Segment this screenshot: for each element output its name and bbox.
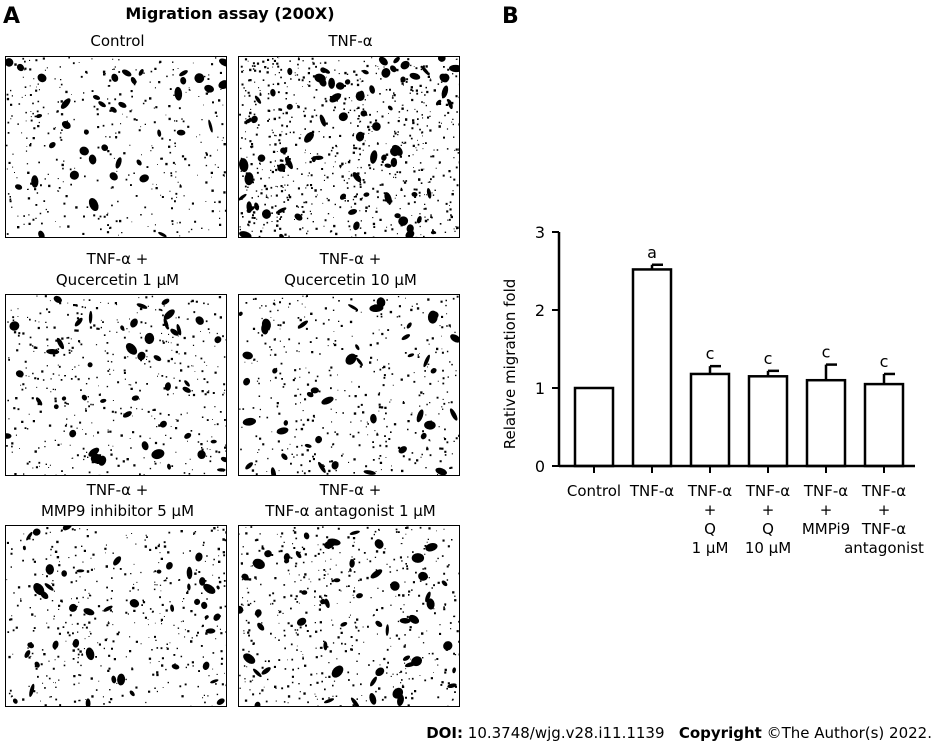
y-tick-label: 2 xyxy=(535,301,545,320)
micrograph-image xyxy=(5,294,227,476)
x-tick-label: TNF-α xyxy=(861,482,906,500)
micrograph-caption: TNF-α xyxy=(238,31,463,52)
panel-a-letter: A xyxy=(3,4,21,29)
bar xyxy=(573,386,615,468)
y-axis-label: Relative migration fold xyxy=(501,279,519,450)
micrograph-image xyxy=(238,294,460,476)
bar xyxy=(747,375,789,468)
micrograph-image xyxy=(238,525,460,707)
caption-line: Control xyxy=(90,32,145,50)
caption-line: MMP9 inhibitor 5 μM xyxy=(40,502,195,520)
caption-line: TNF-α xyxy=(328,32,373,50)
copyright-label: Copyright xyxy=(678,724,762,742)
x-tick-label: + xyxy=(704,501,717,519)
micrograph-caption: TNF-α + Qucercetin 1 μM xyxy=(5,249,230,291)
x-tick-label: Q xyxy=(704,520,716,538)
x-tick-label: + xyxy=(820,501,833,519)
copyright-value: ©The Author(s) 2022. xyxy=(766,724,932,742)
micrograph-caption: Control xyxy=(5,31,230,52)
bar xyxy=(631,268,673,468)
caption-line: TNF-α + xyxy=(319,481,382,499)
significance-label: c xyxy=(822,343,831,362)
x-tick-label: + xyxy=(878,501,891,519)
caption-line: TNF-α antagonist 1 μM xyxy=(265,502,436,520)
significance-label: a xyxy=(647,243,657,262)
caption-line: TNF-α + xyxy=(86,250,149,268)
x-tick-label: 1 μM xyxy=(692,539,729,557)
panel-b-letter: B xyxy=(502,4,519,29)
x-tick-label: antagonist xyxy=(844,539,924,557)
x-tick-label: 10 μM xyxy=(745,539,791,557)
footer: DOI: 10.3748/wjg.v28.i11.1139 Copyright … xyxy=(426,724,932,742)
significance-label: c xyxy=(764,349,773,368)
y-tick-label: 1 xyxy=(535,379,545,398)
x-tick-label: TNF-α xyxy=(861,520,906,538)
micrograph-image xyxy=(5,56,227,238)
micrograph-image xyxy=(5,525,227,707)
bar xyxy=(689,372,731,468)
y-tick-label: 3 xyxy=(535,223,545,242)
migration-bar-chart: 0 1 2 3 Relative migration fold Control a TNF-α… xyxy=(501,223,924,557)
micrograph-caption: TNF-α + Qucercetin 10 μM xyxy=(238,249,463,291)
x-tick-label: MMPi9 xyxy=(802,520,850,538)
y-tick-label: 0 xyxy=(535,457,545,476)
caption-line: TNF-α + xyxy=(319,250,382,268)
x-tick-label: TNF-α xyxy=(687,482,732,500)
micrograph-image xyxy=(238,56,460,238)
x-tick-label: TNF-α xyxy=(745,482,790,500)
caption-line: TNF-α + xyxy=(86,481,149,499)
significance-label: c xyxy=(880,352,889,371)
micrograph-caption: TNF-α + TNF-α antagonist 1 μM xyxy=(238,480,463,522)
doi-value: 10.3748/wjg.v28.i11.1139 xyxy=(467,724,665,742)
doi-label: DOI: xyxy=(426,724,463,742)
x-tick-label: Control xyxy=(567,482,621,500)
bar xyxy=(863,382,905,468)
micrograph-caption: TNF-α + MMP9 inhibitor 5 μM xyxy=(5,480,230,522)
x-tick-label: Q xyxy=(762,520,774,538)
caption-line: Qucercetin 1 μM xyxy=(55,271,180,289)
caption-line: Qucercetin 10 μM xyxy=(284,271,417,289)
x-tick-label: + xyxy=(762,501,775,519)
assay-title: Migration assay (200X) xyxy=(125,4,335,23)
x-tick-label: TNF-α xyxy=(803,482,848,500)
bar xyxy=(805,378,847,468)
x-tick-label: TNF-α xyxy=(629,482,674,500)
significance-label: c xyxy=(706,344,715,363)
